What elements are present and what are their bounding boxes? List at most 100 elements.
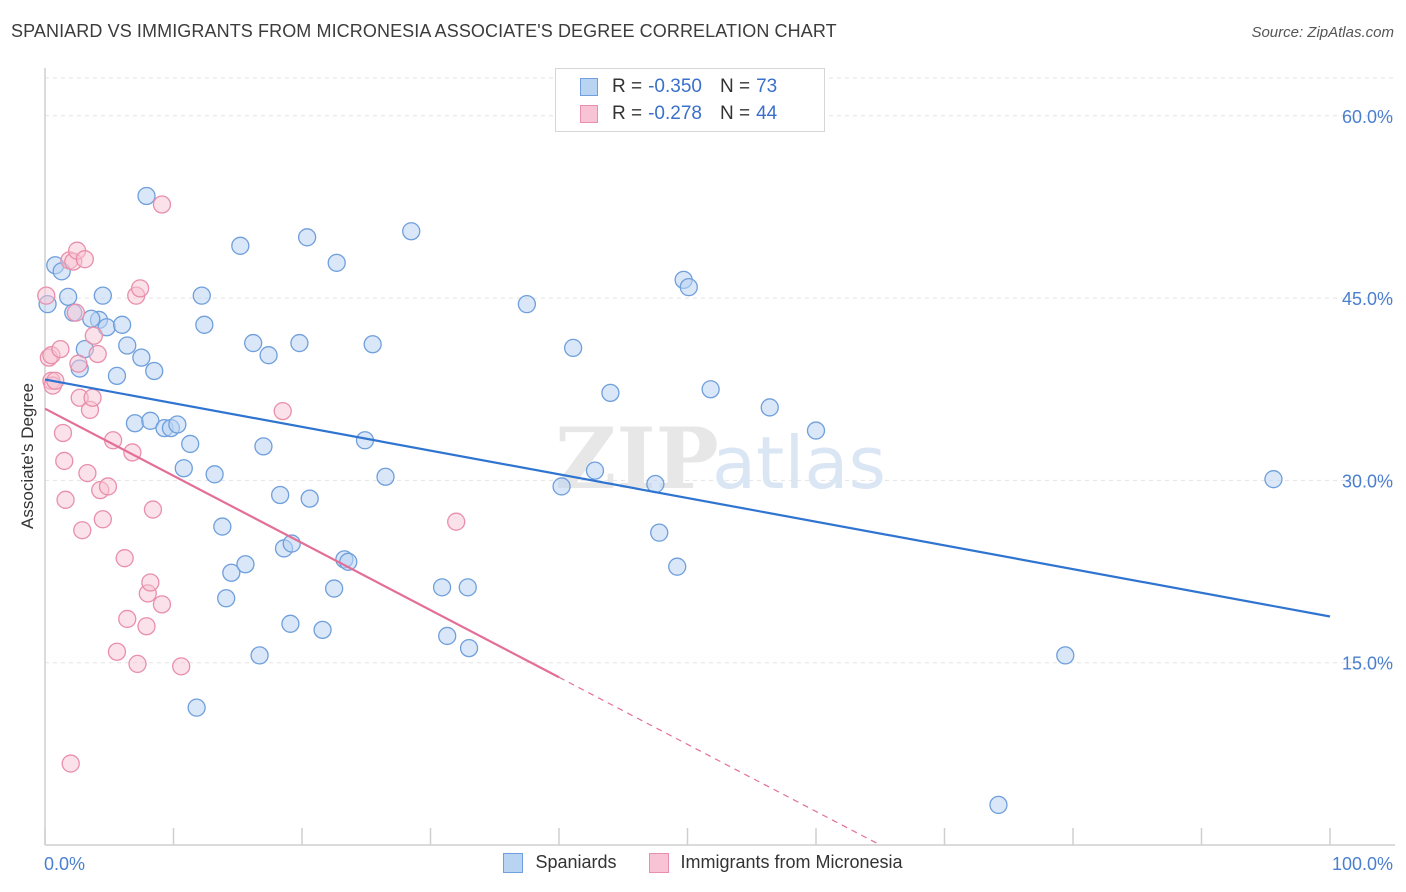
spaniards-point[interactable] [93, 286, 112, 305]
spaniards-point[interactable] [112, 315, 132, 334]
spaniards-point[interactable] [125, 414, 145, 433]
legend-item-micronesia[interactable]: Immigrants from Micronesia [648, 852, 903, 873]
spaniards-point[interactable] [132, 348, 151, 367]
y-tick-label: 60.0% [1342, 107, 1393, 127]
gridlines [45, 77, 1395, 664]
spaniards-point[interactable] [432, 578, 452, 597]
axes [44, 68, 1395, 846]
stats-legend: R = -0.350 N = 73 R = -0.278 N = 44 [555, 68, 825, 132]
spaniards-point[interactable] [517, 295, 537, 314]
micronesia-point[interactable] [115, 549, 134, 568]
spaniards-point[interactable] [222, 563, 241, 582]
spaniards-point[interactable] [1056, 646, 1075, 665]
spaniards-point[interactable] [244, 333, 263, 353]
spaniards-point[interactable] [459, 638, 479, 658]
micronesia-point[interactable] [53, 423, 73, 443]
spaniards-point[interactable] [82, 309, 101, 328]
micronesia-point[interactable] [88, 344, 107, 364]
legend-label: Spaniards [535, 852, 617, 872]
spaniards-point[interactable] [297, 228, 317, 247]
micronesia-point[interactable] [66, 303, 85, 322]
micronesia-point[interactable] [152, 195, 172, 214]
spaniards-point[interactable] [563, 338, 583, 358]
micronesia-point[interactable] [130, 279, 150, 298]
spaniards-point[interactable] [300, 489, 319, 508]
spaniards-point[interactable] [402, 222, 421, 241]
spaniards-point[interactable] [137, 186, 156, 206]
micronesia-point[interactable] [118, 609, 137, 629]
spaniards-point[interactable] [236, 555, 255, 574]
micronesia-point[interactable] [93, 510, 112, 529]
spaniards-point[interactable] [668, 557, 687, 576]
micronesia-point[interactable] [152, 595, 172, 614]
micronesia-point[interactable] [128, 654, 147, 674]
micronesia-point[interactable] [137, 617, 156, 636]
watermark-atlas: atlas [712, 421, 886, 505]
micronesia-point[interactable] [78, 463, 97, 483]
n-value: 73 [756, 76, 778, 97]
micronesia-point[interactable] [143, 500, 163, 519]
spaniards-point[interactable] [458, 578, 477, 597]
micronesia-point[interactable] [172, 657, 191, 676]
micronesia-point[interactable] [61, 754, 80, 773]
spaniards-point[interactable] [585, 461, 605, 480]
spaniards-point[interactable] [324, 579, 344, 598]
micronesia-point[interactable] [84, 326, 103, 345]
y-tick-label: 30.0% [1342, 471, 1393, 491]
spaniards-point[interactable] [118, 336, 137, 355]
spaniards-point[interactable] [141, 411, 160, 430]
spaniards-point[interactable] [145, 361, 164, 381]
spaniards-point[interactable] [231, 236, 250, 255]
spaniards-point[interactable] [313, 620, 332, 640]
spaniards-point[interactable] [168, 415, 187, 434]
spaniards-point[interactable] [601, 383, 620, 403]
spaniards-point[interactable] [376, 467, 395, 486]
spaniards-point[interactable] [438, 626, 457, 646]
spaniards-point[interactable] [650, 523, 669, 542]
spaniards-point[interactable] [1264, 470, 1283, 489]
spaniards-point[interactable] [250, 646, 269, 665]
spaniards-point[interactable] [254, 437, 273, 456]
spaniards-point[interactable] [989, 795, 1008, 815]
spaniards-point[interactable] [271, 485, 290, 505]
spaniards-point[interactable] [217, 589, 236, 608]
spaniards-point[interactable] [679, 277, 698, 297]
micronesia-point[interactable] [37, 286, 56, 305]
r-label: R = [612, 76, 643, 97]
micronesia-point[interactable] [73, 521, 92, 540]
spaniards-point[interactable] [195, 315, 214, 334]
spaniards-point[interactable] [187, 698, 206, 717]
micronesia-point[interactable] [51, 339, 70, 359]
trend-lines [44, 378, 1331, 846]
micronesia-point[interactable] [56, 490, 75, 509]
spaniards-point[interactable] [181, 434, 200, 454]
spaniards-point[interactable] [327, 253, 346, 272]
micronesia-point[interactable] [75, 250, 94, 269]
spaniards-point[interactable] [552, 477, 571, 496]
n-label: N = [719, 103, 751, 124]
micronesia-point[interactable] [55, 451, 74, 471]
legend-label: Immigrants from Micronesia [680, 852, 903, 872]
spaniards-point[interactable] [58, 287, 78, 307]
spaniards-point[interactable] [259, 346, 278, 365]
micronesia-point[interactable] [273, 401, 292, 421]
micronesia-point[interactable] [69, 354, 88, 373]
spaniards-point[interactable] [205, 465, 224, 484]
watermark-zip: ZIP [555, 409, 719, 508]
spaniards-point[interactable] [363, 335, 382, 354]
spaniards-point[interactable] [213, 517, 232, 536]
legend-item-spaniards[interactable]: Spaniards [503, 852, 617, 873]
spaniards-point[interactable] [107, 366, 127, 386]
spaniards-point[interactable] [806, 421, 826, 440]
spaniards-point[interactable] [701, 380, 720, 399]
micronesia-point[interactable] [447, 512, 466, 531]
micronesia-point[interactable] [141, 573, 160, 592]
spaniards-point[interactable] [290, 333, 309, 353]
spaniards-point[interactable] [760, 398, 779, 417]
spaniards-point[interactable] [174, 459, 193, 478]
spaniards-point[interactable] [281, 614, 300, 633]
spaniards-point[interactable] [192, 286, 211, 305]
micronesia-point[interactable] [98, 477, 118, 496]
micronesia-point[interactable] [83, 388, 102, 407]
micronesia-point[interactable] [107, 642, 127, 661]
